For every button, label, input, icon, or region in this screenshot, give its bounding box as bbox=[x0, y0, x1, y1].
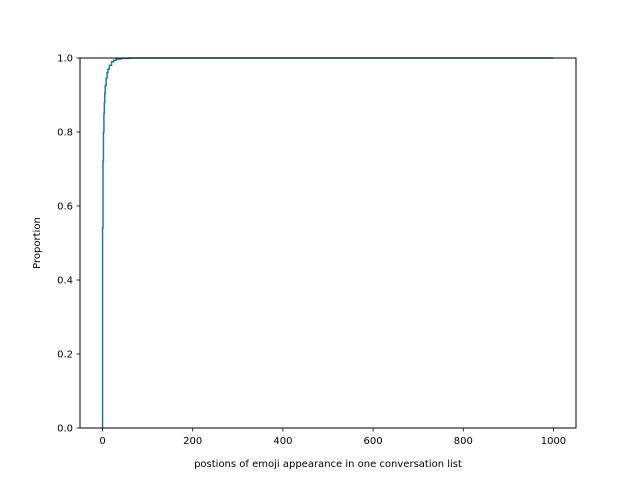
x-tick-label: 600 bbox=[364, 436, 383, 447]
x-axis-label: postions of emoji appearance in one conv… bbox=[194, 459, 462, 470]
y-axis: 0.0 0.2 0.4 0.6 0.8 1.0 bbox=[57, 54, 80, 435]
y-tick-label: 0.2 bbox=[57, 350, 73, 361]
x-tick-label: 200 bbox=[183, 436, 202, 447]
y-tick-label: 0.0 bbox=[57, 424, 73, 435]
ecdf-series-line bbox=[101, 57, 554, 428]
x-tick-label: 0 bbox=[99, 436, 105, 447]
x-tick-label: 1000 bbox=[541, 436, 566, 447]
x-tick-label: 400 bbox=[273, 436, 292, 447]
x-tick-label: 800 bbox=[454, 436, 473, 447]
plot-area bbox=[101, 57, 554, 428]
y-tick-label: 1.0 bbox=[57, 54, 73, 65]
x-axis: 0 200 400 600 800 1000 bbox=[99, 428, 566, 447]
axes-frame bbox=[79, 57, 577, 429]
y-tick-label: 0.6 bbox=[57, 202, 73, 213]
y-tick-label: 0.8 bbox=[57, 128, 73, 139]
y-axis-label: Proportion bbox=[32, 217, 43, 269]
y-tick-label: 0.4 bbox=[57, 276, 73, 287]
